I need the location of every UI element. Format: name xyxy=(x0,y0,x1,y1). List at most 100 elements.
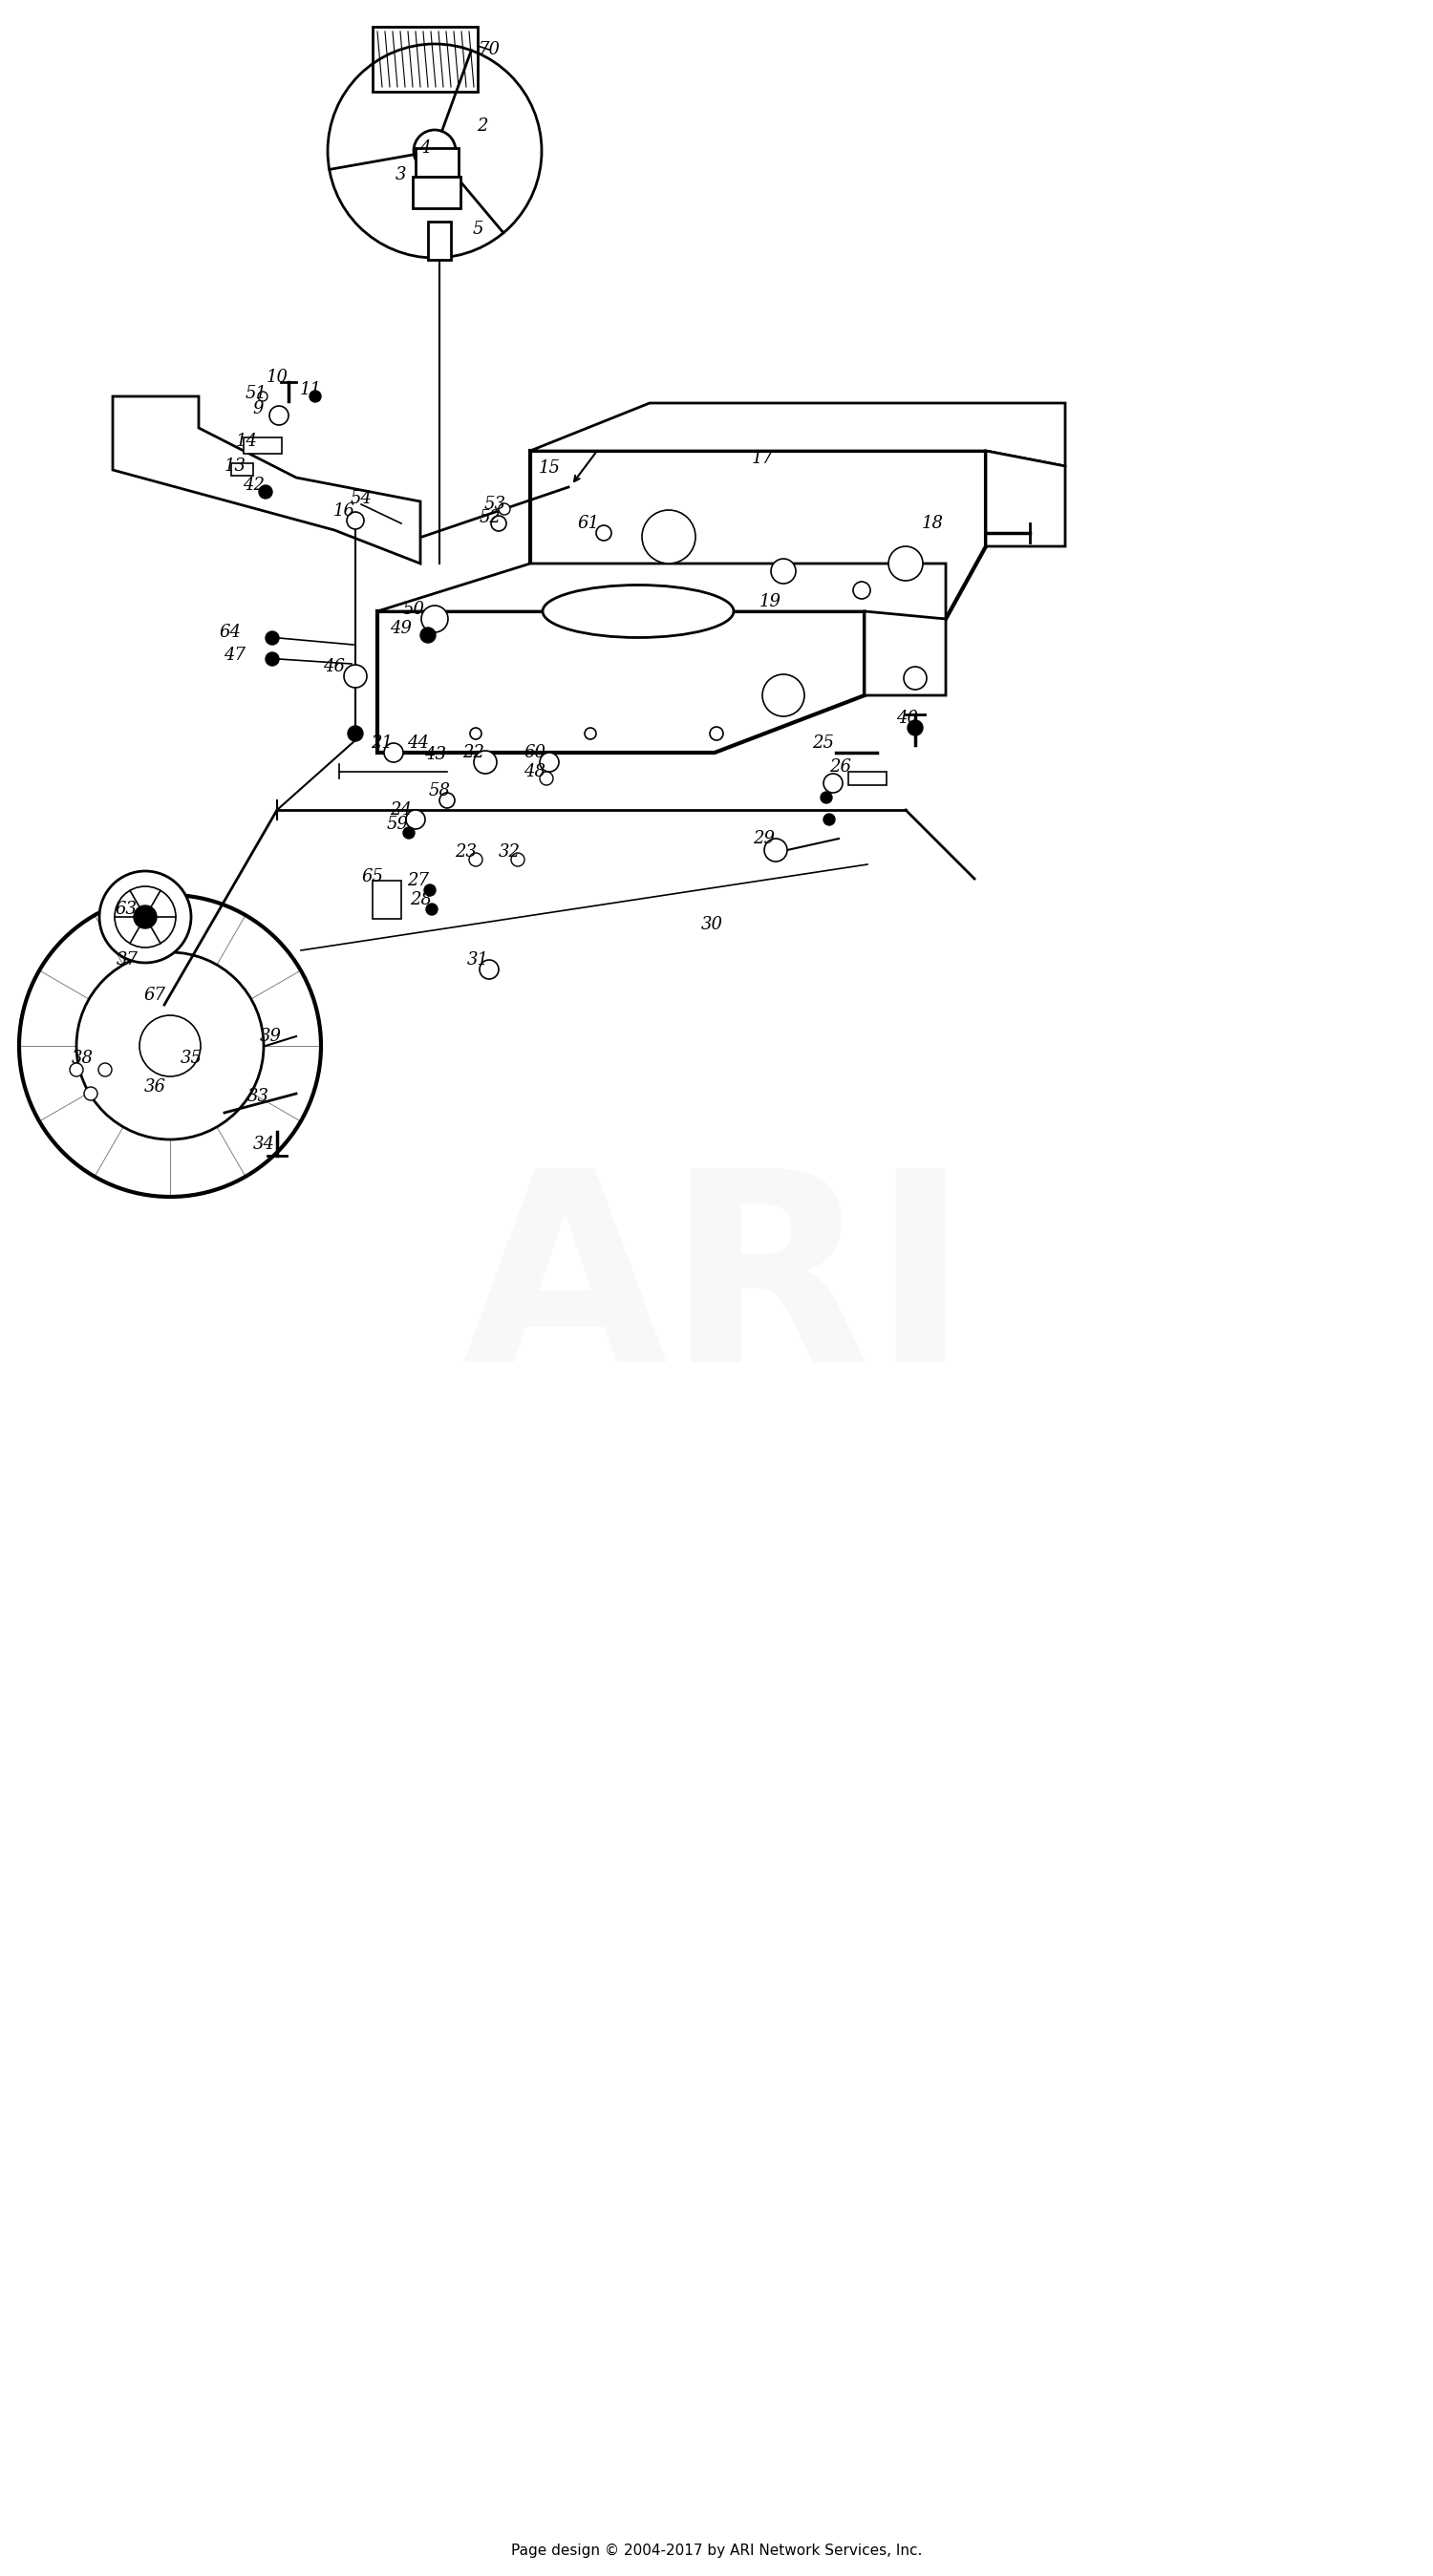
Text: 31: 31 xyxy=(467,951,489,969)
Polygon shape xyxy=(864,611,946,696)
Circle shape xyxy=(70,1064,83,1077)
Circle shape xyxy=(499,502,510,515)
Text: 59: 59 xyxy=(387,817,408,832)
Text: 16: 16 xyxy=(332,502,355,520)
Text: 13: 13 xyxy=(224,459,246,474)
Text: 67: 67 xyxy=(143,987,166,1005)
Ellipse shape xyxy=(543,585,734,636)
Circle shape xyxy=(480,961,499,979)
Circle shape xyxy=(470,729,481,739)
Circle shape xyxy=(585,729,596,739)
Text: 61: 61 xyxy=(577,515,599,533)
Text: 49: 49 xyxy=(390,621,413,636)
Circle shape xyxy=(344,665,367,688)
Polygon shape xyxy=(113,397,420,564)
Text: 10: 10 xyxy=(267,368,288,386)
Circle shape xyxy=(99,871,191,963)
Circle shape xyxy=(133,907,156,927)
Text: 60: 60 xyxy=(524,744,546,762)
Text: ARI: ARI xyxy=(463,1159,970,1417)
Circle shape xyxy=(907,721,923,737)
Text: 37: 37 xyxy=(116,951,138,969)
Circle shape xyxy=(824,773,843,793)
Circle shape xyxy=(347,513,364,528)
Circle shape xyxy=(139,1015,201,1077)
Text: 3: 3 xyxy=(396,167,407,183)
Circle shape xyxy=(764,840,787,860)
Polygon shape xyxy=(377,611,864,752)
Text: 23: 23 xyxy=(456,842,477,860)
Circle shape xyxy=(888,546,923,580)
Text: 34: 34 xyxy=(252,1136,275,1154)
Text: 70: 70 xyxy=(479,41,500,59)
Circle shape xyxy=(259,484,272,500)
Circle shape xyxy=(440,793,454,809)
Circle shape xyxy=(426,904,437,914)
Text: 4: 4 xyxy=(420,139,430,157)
Text: 18: 18 xyxy=(921,515,943,533)
Text: 54: 54 xyxy=(350,489,373,507)
Text: 33: 33 xyxy=(246,1087,269,1105)
Polygon shape xyxy=(530,402,1065,466)
Circle shape xyxy=(348,726,363,742)
Text: 42: 42 xyxy=(244,477,265,495)
Circle shape xyxy=(642,510,695,564)
Polygon shape xyxy=(231,464,254,477)
Circle shape xyxy=(540,773,553,786)
Circle shape xyxy=(406,809,426,829)
Polygon shape xyxy=(413,178,460,209)
Text: 32: 32 xyxy=(499,842,520,860)
Circle shape xyxy=(771,559,795,585)
Circle shape xyxy=(265,631,279,644)
Circle shape xyxy=(403,827,414,840)
Circle shape xyxy=(821,791,833,804)
Text: 64: 64 xyxy=(219,623,241,641)
Circle shape xyxy=(76,953,264,1139)
Text: 48: 48 xyxy=(524,762,546,781)
Text: 63: 63 xyxy=(115,902,138,917)
Circle shape xyxy=(414,129,456,173)
Text: 17: 17 xyxy=(751,451,774,466)
Text: 39: 39 xyxy=(259,1028,281,1046)
Text: 25: 25 xyxy=(813,734,834,752)
Circle shape xyxy=(762,675,804,716)
Text: 24: 24 xyxy=(390,801,413,819)
Text: 46: 46 xyxy=(324,657,345,675)
Text: 28: 28 xyxy=(410,891,433,909)
Text: Page design © 2004-2017 by ARI Network Services, Inc.: Page design © 2004-2017 by ARI Network S… xyxy=(512,2543,921,2558)
Text: 14: 14 xyxy=(235,433,258,451)
Text: 35: 35 xyxy=(181,1048,202,1066)
Text: 9: 9 xyxy=(252,399,264,417)
Polygon shape xyxy=(244,438,282,453)
Text: 19: 19 xyxy=(759,592,781,611)
Text: 52: 52 xyxy=(479,510,502,526)
Text: 30: 30 xyxy=(701,917,722,933)
Polygon shape xyxy=(428,222,451,260)
Text: 58: 58 xyxy=(428,783,450,799)
Circle shape xyxy=(99,1064,112,1077)
Text: 21: 21 xyxy=(371,734,393,752)
Circle shape xyxy=(474,750,497,773)
Circle shape xyxy=(258,392,268,402)
Circle shape xyxy=(265,652,279,665)
Circle shape xyxy=(469,853,483,866)
Circle shape xyxy=(421,605,449,631)
Text: 50: 50 xyxy=(403,600,424,618)
Circle shape xyxy=(19,894,321,1198)
Text: 27: 27 xyxy=(407,873,430,889)
Text: 11: 11 xyxy=(299,381,321,399)
Circle shape xyxy=(540,752,559,773)
Circle shape xyxy=(85,1087,97,1100)
Circle shape xyxy=(384,742,403,762)
Text: 40: 40 xyxy=(897,708,919,726)
Circle shape xyxy=(115,886,176,948)
Text: 5: 5 xyxy=(473,222,483,237)
Circle shape xyxy=(420,629,436,644)
Text: 47: 47 xyxy=(224,647,246,665)
Text: 15: 15 xyxy=(539,459,560,477)
Circle shape xyxy=(492,515,506,531)
Text: 2: 2 xyxy=(477,118,487,134)
Circle shape xyxy=(904,667,927,690)
Circle shape xyxy=(709,726,724,739)
Circle shape xyxy=(424,884,436,896)
